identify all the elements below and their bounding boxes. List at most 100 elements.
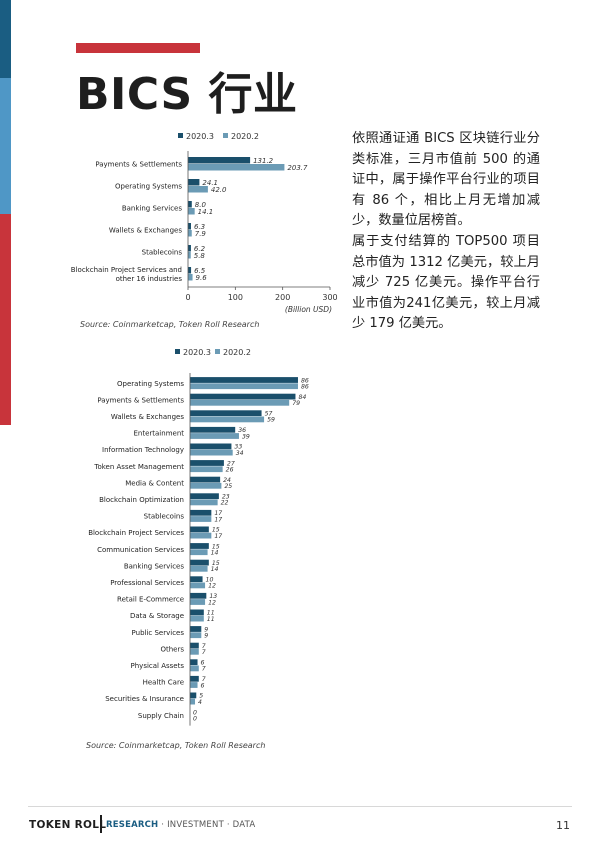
data-label-blockchain-optimization-2020-3: 23 xyxy=(222,494,230,501)
data-label-media-content-2020-2: 25 xyxy=(224,483,232,490)
bar-stablecoins-2020-2 xyxy=(190,516,212,522)
chart-2-legend: 2020.3 2020.2 xyxy=(175,348,251,357)
category-label-operating-systems: Operating Systems xyxy=(117,380,184,388)
data-label-communication-services-2020-3: 15 xyxy=(212,543,220,550)
bar-securities-insurance-2020-3 xyxy=(190,692,197,699)
footer-tagline-strong: RESEARCH xyxy=(106,820,159,830)
data-label-blockchain-optimization-2020-2: 22 xyxy=(221,500,229,507)
data-label-others-2020-3: 7 xyxy=(202,643,206,650)
data-label-stablecoins-2020-2: 5.8 xyxy=(194,252,206,260)
bar-payments-settlements-2020-3 xyxy=(188,157,251,164)
footer-tagline: RESEARCH · INVESTMENT · DATA xyxy=(106,820,255,830)
bar-health-care-2020-2 xyxy=(190,682,198,688)
category-label-supply-chain: Supply Chain xyxy=(138,712,184,720)
data-label-operating-systems-2020-3: 86 xyxy=(301,377,309,384)
data-label-data-storage-2020-3: 11 xyxy=(207,610,215,617)
category-label-payments-settlements: Payments & Settlements xyxy=(95,161,182,169)
bar-media-content-2020-2 xyxy=(190,482,222,489)
bar-banking-services-2020-3 xyxy=(190,559,209,566)
legend-swatch-2020-2 xyxy=(223,133,228,138)
category-label-physical-assets: Physical Assets xyxy=(131,662,185,670)
page-title: BICS 行业 xyxy=(76,69,298,120)
bar-securities-insurance-2020-2 xyxy=(190,698,196,705)
bar-operating-systems-2020-3 xyxy=(188,179,200,186)
bar-communication-services-2020-2 xyxy=(190,549,208,556)
bar-communication-services-2020-3 xyxy=(190,543,209,549)
category-label-information-technology: Information Technology xyxy=(102,446,184,454)
legend-swatch-2020-3 xyxy=(178,133,183,138)
bar-wallets-exchanges-2020-3 xyxy=(188,223,191,230)
data-label-banking-services-2020-3: 15 xyxy=(212,560,220,567)
data-label-token-asset-management-2020-3: 27 xyxy=(227,460,235,467)
legend-label-2020-2: 2020.2 xyxy=(223,348,251,357)
bar-token-asset-management-2020-3 xyxy=(190,460,224,466)
data-label-others-2020-2: 7 xyxy=(202,649,206,656)
bar-blockchain-project-services-and-other-16-industries-2020-3 xyxy=(188,267,192,274)
data-label-information-technology-2020-3: 33 xyxy=(234,444,242,451)
bar-entertainment-2020-3 xyxy=(190,426,236,433)
data-label-payments-settlements-2020-3: 84 xyxy=(298,394,306,401)
bar-information-technology-2020-2 xyxy=(190,449,233,456)
bar-operating-systems-2020-2 xyxy=(190,383,298,390)
bar-data-storage-2020-3 xyxy=(190,609,204,616)
bar-banking-services-2020-2 xyxy=(188,208,195,215)
legend-label-2020-3: 2020.3 xyxy=(186,132,214,141)
data-label-media-content-2020-3: 24 xyxy=(223,477,231,484)
edge-band-light-blue xyxy=(0,78,11,214)
bar-physical-assets-2020-3 xyxy=(190,659,198,666)
legend-swatch-2020-3 xyxy=(175,349,180,354)
data-label-health-care-2020-3: 7 xyxy=(202,676,206,683)
data-label-payments-settlements-2020-3: 131.2 xyxy=(253,157,274,165)
bar-public-services-2020-2 xyxy=(190,632,202,639)
data-label-supply-chain-2020-2: 0 xyxy=(193,716,197,723)
category-label-stablecoins: Stablecoins xyxy=(142,249,183,257)
category-label-health-care: Health Care xyxy=(143,679,184,687)
chart-2-source: Source: Coinmarketcap, Token Roll Resear… xyxy=(86,741,266,750)
data-label-blockchain-project-services-2020-2: 17 xyxy=(214,533,222,540)
bar-operating-systems-2020-2 xyxy=(188,186,208,193)
bar-professional-services-2020-3 xyxy=(190,576,203,583)
bar-public-services-2020-3 xyxy=(190,626,202,632)
data-label-retail-e-commerce-2020-2: 12 xyxy=(208,599,216,606)
data-label-wallets-exchanges-2020-3: 57 xyxy=(265,411,273,418)
category-label-wallets-exchanges: Wallets & Exchanges xyxy=(109,227,182,235)
bar-others-2020-3 xyxy=(190,642,199,649)
category-label-securities-insurance: Securities & Insurance xyxy=(105,695,184,703)
category-label-token-asset-management: Token Asset Management xyxy=(93,463,184,471)
footer-divider xyxy=(28,806,572,807)
x-tick-label-0: 0 xyxy=(185,293,190,302)
category-label-public-services: Public Services xyxy=(132,629,185,637)
data-label-public-services-2020-2: 9 xyxy=(204,633,208,640)
category-label-stablecoins: Stablecoins xyxy=(144,513,185,521)
data-label-retail-e-commerce-2020-3: 13 xyxy=(209,593,217,600)
x-tick-label-200: 200 xyxy=(275,293,290,302)
body-paragraph-2: 属于支付结算的 TOP500 项目总市值为 1312 亿美元，较上月减少 725… xyxy=(352,234,540,331)
edge-band-red xyxy=(0,214,11,425)
bar-operating-systems-2020-3 xyxy=(190,377,298,383)
data-label-communication-services-2020-2: 14 xyxy=(211,550,219,557)
data-label-stablecoins-2020-3: 6.2 xyxy=(194,245,206,253)
chart-1-x-axis-label: (Billion USD) xyxy=(285,305,332,314)
category-label-data-storage: Data & Storage xyxy=(130,612,184,620)
category-label-communication-services: Communication Services xyxy=(97,546,184,554)
data-label-physical-assets-2020-2: 7 xyxy=(202,666,206,673)
data-label-payments-settlements-2020-2: 79 xyxy=(292,400,300,407)
data-label-professional-services-2020-2: 12 xyxy=(208,583,216,590)
bar-physical-assets-2020-2 xyxy=(190,665,199,672)
chart-1-legend: 2020.3 2020.2 xyxy=(178,132,259,141)
data-label-operating-systems-2020-2: 42.0 xyxy=(211,186,227,194)
bar-entertainment-2020-2 xyxy=(190,433,239,439)
data-label-wallets-exchanges-2020-2: 7.9 xyxy=(195,230,207,238)
x-tick-label-100: 100 xyxy=(228,293,243,302)
data-label-securities-insurance-2020-2: 4 xyxy=(198,699,202,706)
bar-stablecoins-2020-3 xyxy=(188,245,191,252)
data-label-stablecoins-2020-3: 17 xyxy=(214,510,222,517)
bar-data-storage-2020-2 xyxy=(190,615,204,622)
legend-swatch-2020-2 xyxy=(215,349,220,354)
footer-separator xyxy=(100,815,102,833)
category-label-others: Others xyxy=(160,645,184,653)
category-label-blockchain-project-services: Blockchain Project Services xyxy=(88,529,184,537)
data-label-blockchain-project-services-and-other-16-industries-2020-3: 6.5 xyxy=(194,267,206,275)
bar-professional-services-2020-2 xyxy=(190,582,206,589)
